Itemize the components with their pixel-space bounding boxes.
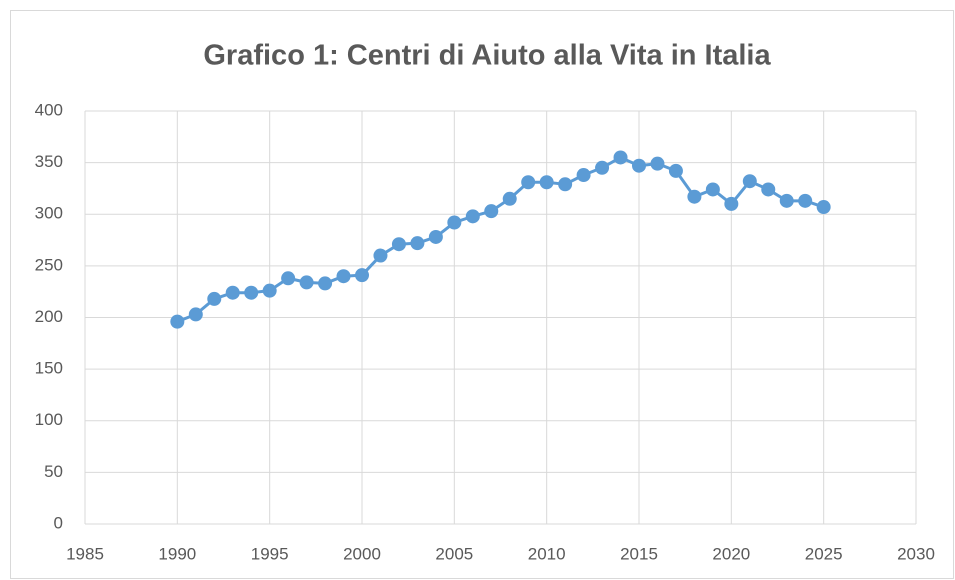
x-tick-label: 1995 [251, 544, 289, 563]
data-point [281, 271, 296, 286]
data-point [613, 150, 628, 165]
x-tick-label: 2015 [620, 544, 658, 563]
data-point [595, 160, 610, 175]
y-tick-label: 50 [44, 462, 63, 481]
data-point [779, 193, 794, 208]
y-tick-label: 150 [35, 359, 63, 378]
data-point [373, 248, 388, 263]
data-point [724, 196, 739, 211]
data-point [558, 177, 573, 192]
data-point [502, 191, 517, 206]
y-tick-label: 250 [35, 255, 63, 274]
data-point [355, 268, 369, 283]
data-point [650, 156, 665, 171]
data-point [207, 291, 222, 306]
y-tick-label: 400 [35, 100, 63, 119]
x-tick-label: 2005 [435, 544, 473, 563]
data-point [225, 285, 240, 300]
x-tick-label: 2025 [805, 544, 843, 563]
data-point [262, 283, 277, 298]
data-point [188, 307, 203, 322]
data-point [668, 163, 683, 178]
data-point [687, 189, 702, 204]
x-tick-label: 1985 [66, 544, 104, 563]
data-point [798, 193, 813, 208]
data-point [521, 175, 536, 190]
data-point [816, 200, 831, 215]
y-tick-label: 350 [35, 152, 63, 171]
data-point [170, 314, 185, 329]
data-point [576, 168, 591, 183]
x-tick-label: 2020 [712, 544, 750, 563]
y-tick-label: 100 [35, 410, 63, 429]
y-tick-label: 300 [35, 204, 63, 223]
data-point [465, 209, 480, 224]
chart-border [10, 10, 954, 579]
x-tick-label: 1990 [158, 544, 196, 563]
chart-title: Grafico 1: Centri di Aiuto alla Vita in … [203, 40, 771, 72]
y-tick-label: 0 [54, 513, 63, 532]
data-point [742, 174, 757, 189]
data-point [761, 182, 776, 197]
data-point [336, 269, 351, 284]
data-point [705, 182, 720, 197]
data-point [410, 236, 425, 251]
data-point [318, 276, 333, 291]
data-point [484, 204, 499, 219]
x-tick-label: 2030 [897, 544, 935, 563]
data-point [632, 158, 646, 173]
data-point [539, 175, 554, 190]
data-point [299, 275, 314, 290]
data-point [391, 237, 406, 252]
data-point [428, 229, 443, 244]
x-tick-label: 2010 [528, 544, 566, 563]
y-tick-label: 200 [35, 307, 63, 326]
x-tick-label: 2000 [343, 544, 381, 563]
data-point [244, 285, 259, 300]
data-point [447, 215, 462, 230]
